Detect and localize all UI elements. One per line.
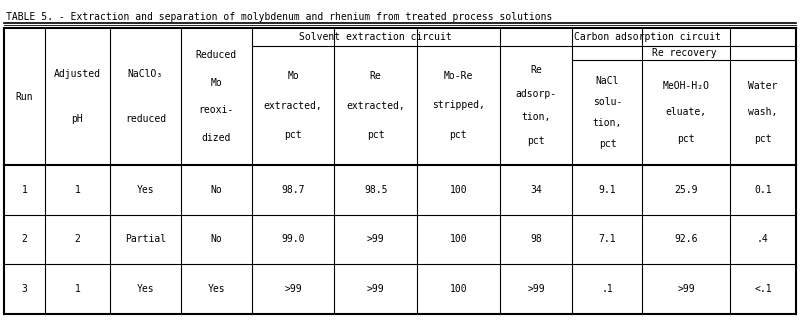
Text: pct: pct (367, 130, 385, 140)
Text: 34: 34 (530, 185, 542, 195)
Text: tion,: tion, (593, 118, 622, 128)
Text: <.1: <.1 (754, 284, 772, 294)
Text: Re: Re (530, 65, 542, 75)
Text: >99: >99 (367, 235, 385, 244)
Text: 2: 2 (22, 235, 27, 244)
Text: Mo: Mo (210, 78, 222, 88)
Text: >99: >99 (678, 284, 695, 294)
Text: 9.1: 9.1 (598, 185, 616, 195)
Text: 1: 1 (74, 284, 80, 294)
Text: 98.5: 98.5 (364, 185, 387, 195)
Text: 3: 3 (22, 284, 27, 294)
Text: pct: pct (598, 139, 616, 149)
Text: eluate,: eluate, (666, 108, 706, 117)
Text: pct: pct (678, 134, 695, 144)
Text: Solvent extraction circuit: Solvent extraction circuit (299, 32, 452, 42)
Text: NaClO₃: NaClO₃ (128, 69, 163, 79)
Text: 1: 1 (74, 185, 80, 195)
Text: extracted,: extracted, (346, 100, 405, 110)
Text: solu-: solu- (593, 97, 622, 107)
Text: TABLE 5. - Extraction and separation of molybdenum and rhenium from treated proc: TABLE 5. - Extraction and separation of … (6, 12, 552, 22)
Text: pH: pH (71, 114, 83, 124)
Text: MeOH-H₂O: MeOH-H₂O (662, 81, 710, 91)
Text: Partial: Partial (125, 235, 166, 244)
Text: 92.6: 92.6 (674, 235, 698, 244)
Text: pct: pct (527, 136, 545, 146)
Text: Re: Re (370, 71, 382, 81)
Text: 25.9: 25.9 (674, 185, 698, 195)
Text: Yes: Yes (207, 284, 225, 294)
Text: Yes: Yes (137, 185, 154, 195)
Text: adsorp-: adsorp- (515, 89, 557, 99)
Text: reduced: reduced (125, 114, 166, 124)
Text: dized: dized (202, 132, 231, 143)
Text: 2: 2 (74, 235, 80, 244)
Text: 0.1: 0.1 (754, 185, 772, 195)
Text: 100: 100 (450, 284, 467, 294)
Text: 100: 100 (450, 185, 467, 195)
Text: .1: .1 (602, 284, 614, 294)
Text: 98: 98 (530, 235, 542, 244)
Text: 100: 100 (450, 235, 467, 244)
Text: >99: >99 (284, 284, 302, 294)
Text: extracted,: extracted, (264, 100, 322, 110)
Text: tion,: tion, (522, 112, 550, 122)
Text: reoxi-: reoxi- (198, 105, 234, 115)
Text: 1: 1 (22, 185, 27, 195)
Text: Carbon adsorption circuit: Carbon adsorption circuit (574, 32, 722, 42)
Text: Water: Water (748, 81, 778, 91)
Text: pct: pct (754, 134, 772, 144)
Text: 99.0: 99.0 (282, 235, 305, 244)
Text: Adjusted: Adjusted (54, 69, 101, 79)
Text: .4: .4 (757, 235, 769, 244)
Text: Run: Run (15, 92, 34, 101)
Text: stripped,: stripped, (432, 100, 485, 110)
Text: wash,: wash, (748, 108, 778, 117)
Text: Mo: Mo (287, 71, 299, 81)
Text: pct: pct (450, 130, 467, 140)
Text: Reduced: Reduced (196, 50, 237, 60)
Text: >99: >99 (367, 284, 385, 294)
Text: Yes: Yes (137, 284, 154, 294)
Text: 98.7: 98.7 (282, 185, 305, 195)
Text: No: No (210, 235, 222, 244)
Text: pct: pct (284, 130, 302, 140)
Text: Mo-Re: Mo-Re (444, 71, 473, 81)
Text: No: No (210, 185, 222, 195)
Text: Re recovery: Re recovery (652, 48, 717, 58)
Text: NaCl: NaCl (596, 76, 619, 86)
Text: >99: >99 (527, 284, 545, 294)
Text: 7.1: 7.1 (598, 235, 616, 244)
